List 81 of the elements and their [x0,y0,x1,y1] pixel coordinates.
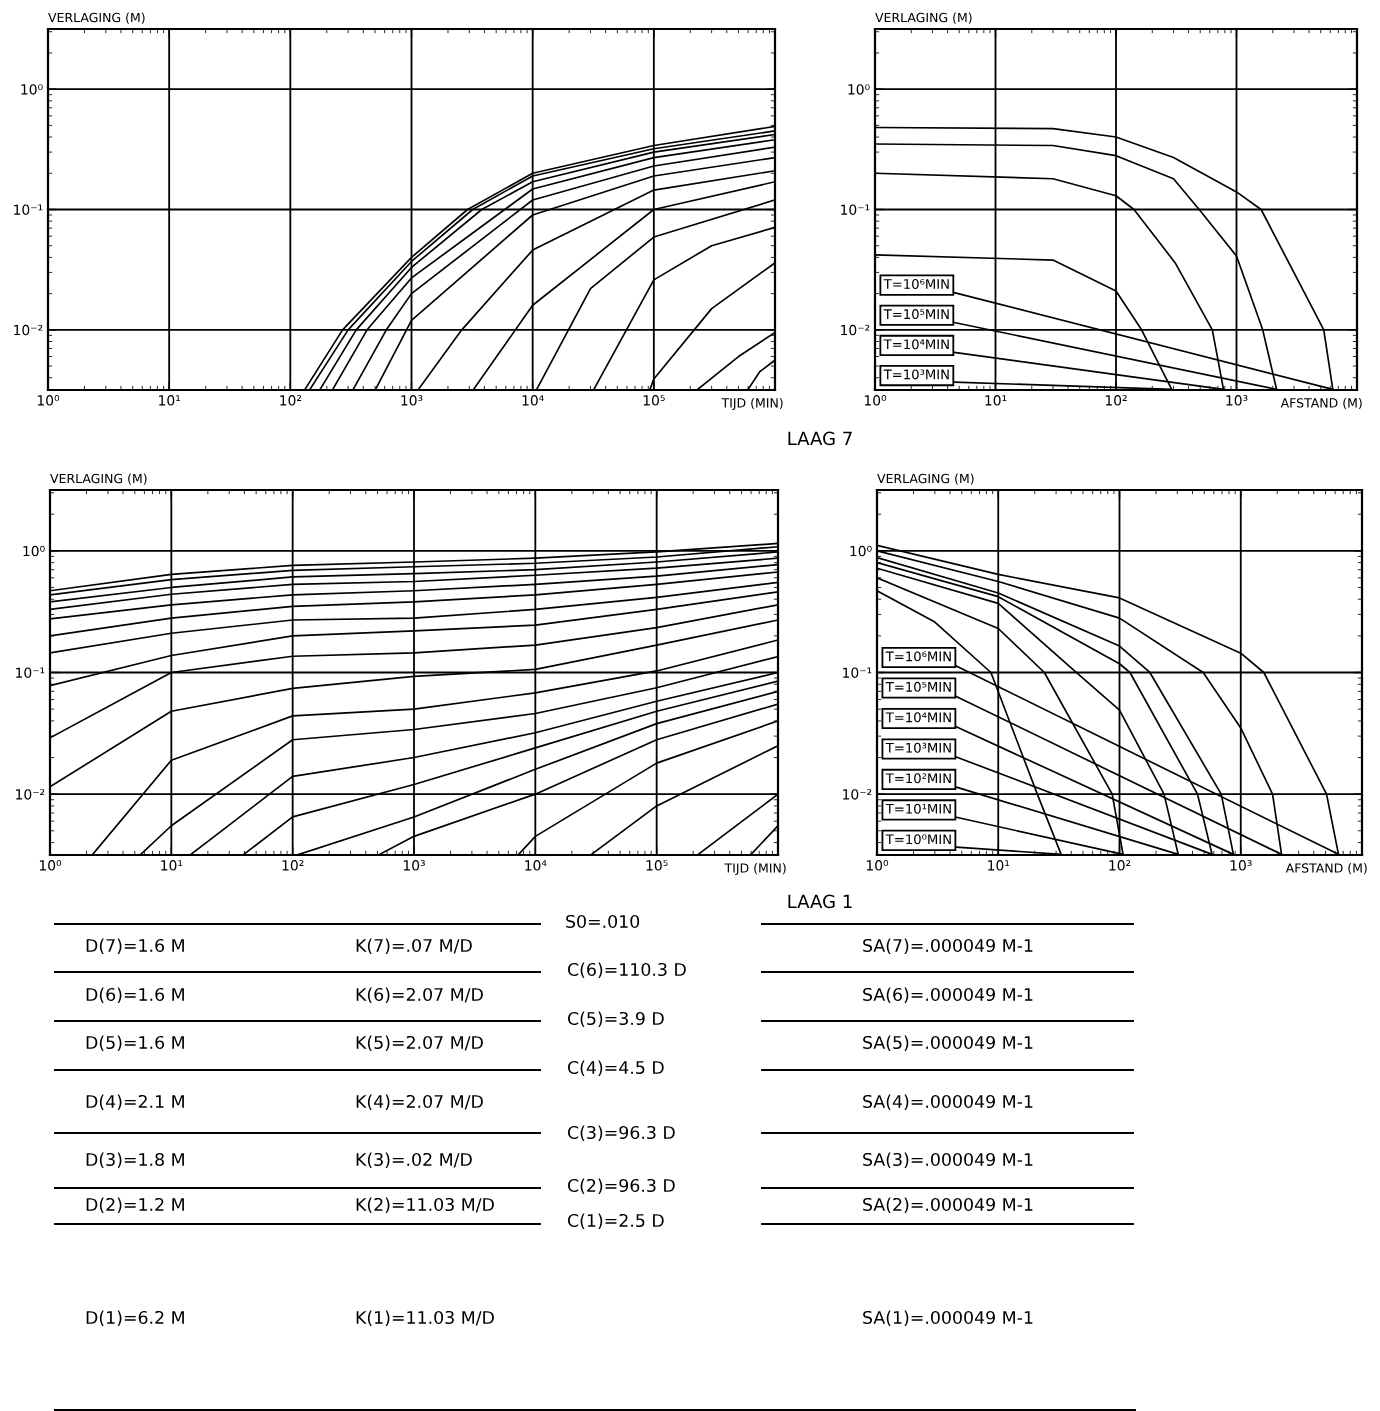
y-tick-label: 10⁻² [16,789,45,800]
y-tick-label: 10⁻² [14,324,43,336]
x-tick-label: 10⁵ [646,860,668,871]
y-axis-title: VERLAGING (M) [877,473,974,485]
annotation: T=10⁶MIN [883,278,949,289]
text: K(3)=.02 M/D [356,1152,472,1169]
x-tick-label: 10¹ [161,860,183,871]
text: C(1)=2.5 D [567,1213,664,1230]
x-tick-label: 10¹ [159,395,181,406]
annotation: T=10⁴MIN [883,339,949,350]
x-tick-label: 10² [1105,395,1127,406]
y-tick-label: 10⁰ [848,84,870,95]
text: D(5)=1.6 M [86,1035,184,1052]
x-tick-label: 10⁰ [864,395,887,406]
text: K(2)=11.03 M/D [356,1197,494,1214]
text: K(4)=2.07 M/D [356,1094,483,1111]
text: LAAG 7 [788,431,852,446]
x-tick-label: 10³ [401,395,423,406]
text: D(7)=1.6 M [86,938,184,955]
x-tick-label: 10⁵ [643,395,665,406]
y-axis-title: VERLAGING (M) [875,12,972,24]
x-tick-label: 10³ [1226,395,1248,406]
y-tick-label: 10⁰ [21,84,43,95]
annotation: T=10⁴MIN [885,712,951,723]
y-tick-label: 10⁻² [841,324,870,336]
x-tick-label: 10¹ [985,395,1007,406]
text: SA(3)=.000049 M-1 [863,1152,1033,1169]
x-tick-label: 10⁴ [522,395,544,406]
text: C(6)=110.3 D [567,962,686,979]
y-tick-label: 10⁻¹ [14,204,43,215]
text: C(4)=4.5 D [567,1060,664,1077]
text: D(1)=6.2 M [86,1310,184,1327]
annotation: T=10⁶MIN [885,651,951,662]
text: K(1)=11.03 M/D [356,1310,494,1327]
text: SA(1)=.000049 M-1 [863,1310,1033,1327]
text: K(5)=2.07 M/D [356,1035,483,1052]
text: K(7)=.07 M/D [356,938,472,955]
y-axis-title: VERLAGING (M) [48,12,145,24]
x-tick-label: 10² [1109,860,1131,871]
text: SA(2)=.000049 M-1 [863,1197,1033,1214]
annotation: T=10¹MIN [885,803,951,814]
annotation: T=10⁵MIN [885,681,951,692]
text: C(5)=3.9 D [567,1011,664,1028]
x-axis-title: AFSTAND (M) [1285,863,1367,875]
x-tick-label: 10⁰ [39,860,62,871]
annotation: T=10³MIN [883,369,949,380]
text: SA(5)=.000049 M-1 [863,1035,1033,1052]
x-axis-title: TIJD (MIN) [721,397,783,410]
text: C(3)=96.3 D [567,1125,675,1142]
y-tick-label: 10⁻¹ [841,204,870,215]
x-tick-label: 10³ [403,860,425,871]
text: SA(4)=.000049 M-1 [863,1094,1033,1111]
x-tick-label: 10⁴ [525,860,547,871]
text: D(2)=1.2 M [86,1197,184,1214]
text: D(3)=1.8 M [86,1152,184,1169]
x-axis-title: AFSTAND (M) [1280,397,1362,410]
y-axis-title: VERLAGING (M) [50,473,147,485]
text: SA(6)=.000049 M-1 [863,987,1033,1004]
text: C(2)=96.3 D [567,1178,675,1195]
text: SA(7)=.000049 M-1 [863,938,1033,955]
y-tick-label: 10⁻¹ [16,667,45,678]
y-tick-label: 10⁰ [850,545,872,557]
x-tick-label: 10¹ [988,860,1010,871]
text: S0=.010 [566,914,640,929]
y-tick-label: 10⁻¹ [843,667,872,678]
x-tick-label: 10² [280,395,302,406]
annotation: T=10³MIN [885,742,951,753]
x-tick-label: 10³ [1230,860,1252,871]
x-tick-label: 10⁰ [37,395,60,406]
annotation: T=10⁰MIN [885,834,951,845]
text: LAAG 1 [788,894,852,909]
x-axis-title: TIJD (MIN) [724,863,786,876]
text: D(6)=1.6 M [86,987,184,1004]
text: K(6)=2.07 M/D [356,987,483,1004]
x-tick-label: 10² [282,860,304,871]
x-tick-label: 10⁰ [866,860,889,871]
annotation: T=10⁵MIN [883,309,949,320]
annotation: T=10²MIN [885,773,951,784]
y-tick-label: 10⁻² [843,789,872,800]
y-tick-label: 10⁰ [23,545,45,557]
text: D(4)=2.1 M [86,1094,184,1111]
